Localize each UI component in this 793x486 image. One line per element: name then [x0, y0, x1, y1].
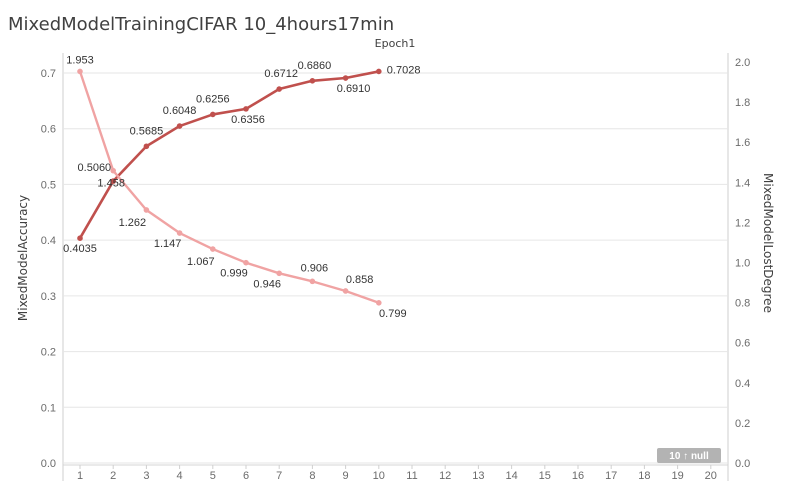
accuracy-data-label: 0.6860: [298, 60, 332, 72]
y-right-tick-label: 1.8: [735, 97, 750, 109]
x-tick-label: 18: [638, 470, 650, 482]
x-tick-label: 19: [671, 470, 683, 482]
y-right-tick-label: 1.2: [735, 217, 750, 229]
loss-point: [110, 167, 116, 174]
x-tick-label: 16: [572, 470, 584, 482]
x-tick-label: 2: [110, 470, 116, 482]
loss-data-label: 1.953: [66, 54, 94, 66]
top-axis-label: Epoch1: [375, 37, 416, 50]
accuracy-data-label: 0.5060: [78, 162, 112, 174]
y-left-tick-label: 0.4: [41, 235, 56, 247]
accuracy-point: [376, 68, 382, 75]
y-right-axis-title: MixedModelLostDegree: [761, 173, 775, 313]
loss-point: [309, 278, 316, 285]
accuracy-point: [176, 123, 183, 129]
accuracy-data-label: 0.6048: [163, 105, 197, 117]
accuracy-data-label: 0.6712: [264, 68, 298, 80]
loss-point: [376, 300, 382, 306]
loss-data-label: 0.858: [346, 274, 374, 286]
accuracy-point: [210, 111, 216, 118]
accuracy-point: [110, 178, 116, 184]
loss-point: [210, 246, 216, 252]
x-tick-label: 8: [309, 470, 315, 482]
x-tick-label: 10: [373, 470, 385, 482]
y-right-tick-label: 0.6: [735, 338, 750, 350]
y-left-tick-label: 0.7: [41, 68, 56, 80]
loss-point: [276, 270, 283, 277]
accuracy-data-label: 0.7028: [387, 64, 421, 76]
chart-title: MixedModelTrainingCIFAR 10_4hours17min: [8, 14, 395, 35]
loss-data-label: 1.458: [97, 178, 125, 190]
loss-point: [243, 259, 249, 266]
x-tick-label: 14: [505, 470, 517, 482]
x-tick-label: 3: [143, 470, 149, 482]
x-tick-label: 15: [539, 470, 551, 482]
loss-data-label: 0.999: [220, 268, 248, 280]
loss-point: [176, 230, 183, 236]
loss-data-label: 1.262: [119, 217, 147, 229]
y-left-tick-label: 0.3: [41, 291, 56, 303]
y-right-tick-label: 1.4: [735, 177, 750, 189]
y-left-tick-label: 0.2: [41, 347, 56, 359]
loss-point: [77, 68, 83, 75]
y-left-tick-label: 0.5: [41, 179, 56, 191]
x-tick-label: 12: [439, 470, 451, 482]
x-tick-label: 5: [210, 470, 216, 482]
y-right-tick-label: 1.0: [735, 258, 750, 270]
accuracy-point: [342, 75, 349, 81]
accuracy-data-label: 0.6356: [231, 114, 265, 126]
accuracy-data-label: 0.5685: [130, 125, 164, 137]
loss-data-label: 0.946: [253, 278, 281, 290]
loss-point: [342, 288, 349, 294]
y-right-tick-label: 0.8: [735, 298, 750, 310]
x-tick-label: 9: [343, 470, 349, 482]
accuracy-point: [243, 106, 249, 112]
accuracy-data-label: 0.6910: [337, 83, 371, 95]
y-left-axis-title: MixedModelAccuracy: [16, 195, 30, 321]
null-badge: [657, 448, 721, 463]
y-right-tick-label: 0.2: [735, 418, 750, 430]
accuracy-point: [309, 78, 316, 84]
y-left-tick-label: 0.0: [41, 458, 56, 470]
x-tick-label: 11: [406, 470, 417, 482]
x-tick-label: 7: [276, 470, 282, 482]
y-left-tick-label: 0.1: [41, 402, 56, 414]
accuracy-line: [78, 70, 380, 239]
x-tick-label: 17: [605, 470, 617, 482]
loss-data-label: 1.147: [154, 238, 182, 250]
accuracy-point: [276, 86, 283, 92]
loss-line: [78, 71, 380, 304]
y-left-tick-label: 0.6: [41, 124, 56, 136]
loss-data-label: 1.067: [187, 256, 215, 268]
x-tick-label: 13: [472, 470, 484, 482]
accuracy-point: [143, 143, 150, 150]
y-right-tick-label: 2.0: [735, 57, 750, 69]
null-badge-label: 10 ↑ null: [669, 451, 709, 462]
x-tick-label: 4: [177, 470, 183, 482]
x-tick-label: 6: [243, 470, 249, 482]
y-right-tick-label: 0.4: [735, 378, 750, 390]
x-tick-label: 1: [77, 470, 83, 482]
accuracy-data-label: 0.4035: [63, 243, 97, 255]
loss-point: [143, 207, 150, 213]
loss-data-label: 0.906: [301, 262, 329, 274]
accuracy-data-label: 0.6256: [196, 93, 230, 105]
accuracy-point: [77, 235, 83, 241]
x-tick-label: 20: [705, 470, 717, 482]
y-right-tick-label: 0.0: [735, 458, 750, 470]
y-right-tick-label: 1.6: [735, 137, 750, 149]
loss-data-label: 0.799: [379, 308, 407, 320]
